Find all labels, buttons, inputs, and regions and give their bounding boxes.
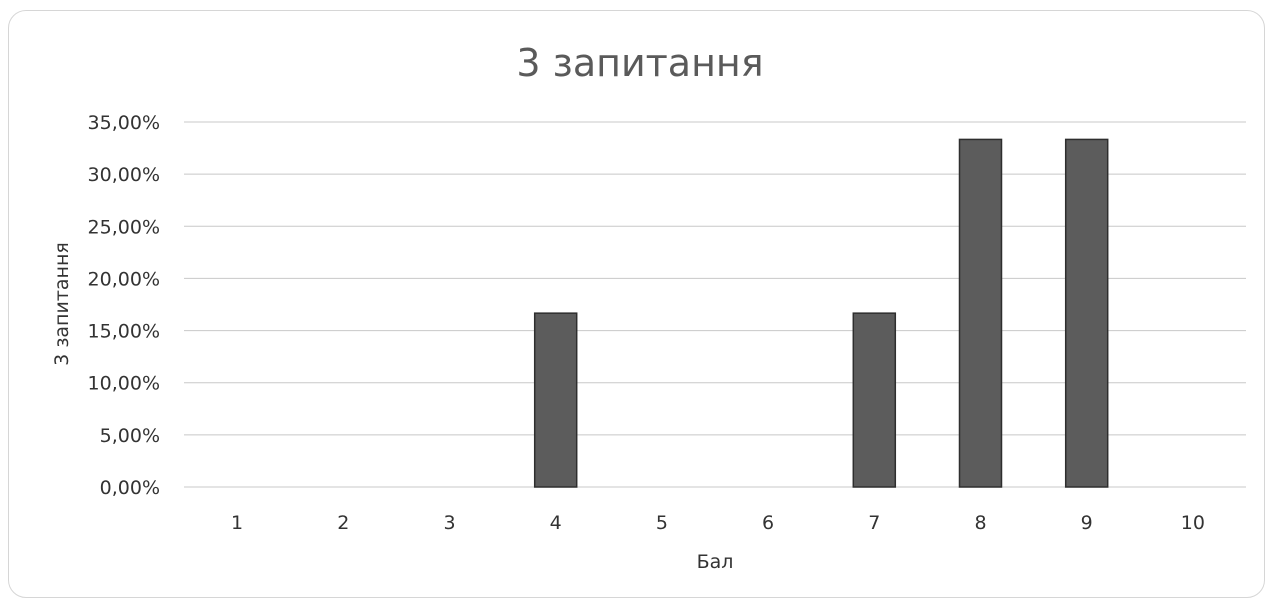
bars: [533, 138, 1109, 488]
x-axis-label: Бал: [697, 551, 734, 573]
y-axis-label: 3 запитання: [51, 242, 73, 366]
y-tick-label: 5,00%: [100, 425, 160, 447]
x-tick-label: 7: [868, 512, 880, 534]
bar-8: [958, 138, 1003, 488]
y-tick-label: 10,00%: [88, 373, 160, 395]
y-tick-label: 0,00%: [100, 477, 160, 499]
x-tick-label: 8: [974, 512, 986, 534]
y-axis-ticks: 0,00% 5,00% 10,00% 15,00% 20,00% 25,00% 30,00%…: [88, 112, 160, 499]
y-tick-label: 15,00%: [88, 321, 160, 343]
x-tick-label: 5: [656, 512, 668, 534]
x-tick-label: 9: [1081, 512, 1093, 534]
bar-7: [852, 312, 897, 488]
y-tick-label: 35,00%: [88, 112, 160, 134]
x-tick-label: 2: [337, 512, 349, 534]
chart-title: 3 запитання: [516, 41, 763, 85]
y-tick-label: 30,00%: [88, 164, 160, 186]
x-tick-label: 1: [231, 512, 243, 534]
bar-9: [1064, 138, 1109, 488]
x-axis-ticks: 1 2 3 4 5 6 7 8 9 10: [231, 512, 1205, 534]
x-tick-label: 6: [762, 512, 774, 534]
chart-frame: [8, 10, 1265, 598]
y-tick-label: 25,00%: [88, 216, 160, 238]
x-tick-label: 3: [443, 512, 455, 534]
x-tick-label: 10: [1181, 512, 1205, 534]
x-tick-label: 4: [550, 512, 562, 534]
bar-4: [533, 312, 578, 488]
y-tick-label: 20,00%: [88, 268, 160, 290]
